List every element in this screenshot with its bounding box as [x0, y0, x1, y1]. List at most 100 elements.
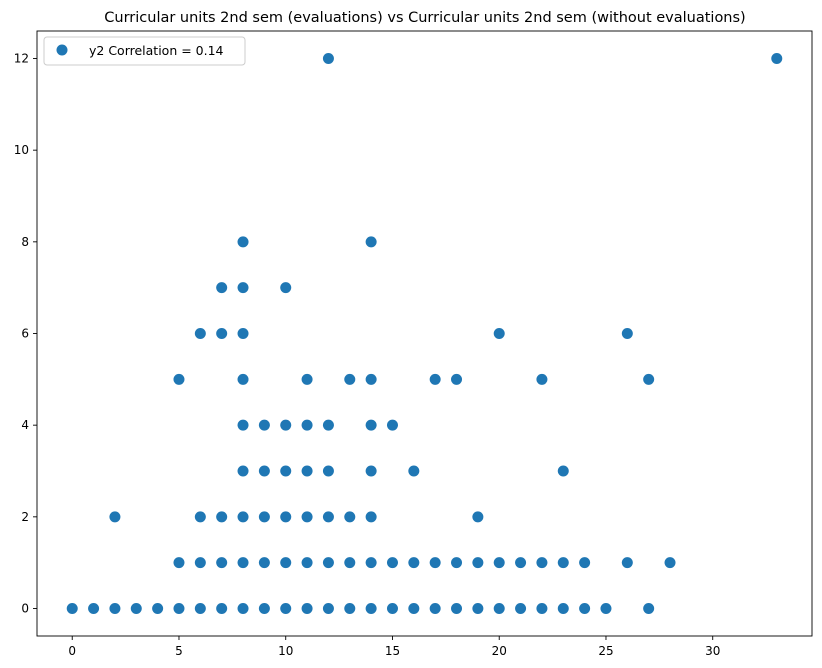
- scatter-point: [365, 236, 377, 248]
- legend-box: [43, 36, 246, 66]
- scatter-point: [472, 511, 484, 523]
- scatter-point: [579, 557, 591, 569]
- scatter-point: [515, 557, 527, 569]
- scatter-point: [408, 557, 420, 569]
- scatter-point: [301, 603, 313, 614]
- scatter-point: [557, 603, 569, 614]
- scatter-point: [429, 373, 441, 385]
- scatter-point: [173, 603, 185, 614]
- scatter-point: [301, 465, 313, 477]
- scatter-point: [130, 603, 142, 614]
- scatter-point: [216, 282, 228, 294]
- scatter-point: [237, 557, 249, 569]
- y-tick-label: 8: [21, 235, 29, 249]
- scatter-point: [493, 328, 505, 339]
- scatter-point: [173, 557, 185, 569]
- scatter-point: [237, 603, 249, 614]
- scatter-point: [216, 603, 228, 614]
- x-tick-label: 0: [68, 644, 76, 658]
- x-tick-label: 25: [598, 644, 613, 658]
- scatter-point: [237, 282, 249, 294]
- scatter-point: [216, 557, 228, 569]
- scatter-point: [280, 419, 292, 431]
- scatter-point: [344, 511, 356, 523]
- scatter-point: [194, 603, 206, 614]
- scatter-point: [536, 557, 548, 569]
- scatter-point: [429, 603, 441, 614]
- scatter-point: [152, 603, 164, 614]
- scatter-point: [365, 511, 377, 523]
- scatter-point: [173, 373, 185, 385]
- x-tick-label: 5: [175, 644, 183, 658]
- scatter-point: [322, 603, 334, 614]
- scatter-point: [451, 603, 463, 614]
- scatter-point: [258, 419, 270, 431]
- scatter-point: [216, 511, 228, 523]
- scatter-point: [301, 557, 313, 569]
- scatter-point: [301, 419, 313, 431]
- legend: y2 Correlation = 0.14: [43, 36, 246, 66]
- chart-title: Curricular units 2nd sem (evaluations) v…: [104, 10, 745, 26]
- scatter-point: [237, 236, 249, 248]
- y-tick-label: 12: [14, 52, 29, 66]
- scatter-point: [386, 557, 398, 569]
- scatter-point: [600, 603, 612, 614]
- legend-marker: [56, 44, 68, 56]
- scatter-point: [386, 419, 398, 431]
- scatter-point: [536, 373, 548, 385]
- scatter-point: [429, 557, 441, 569]
- scatter-point: [493, 557, 505, 569]
- scatter-point: [322, 511, 334, 523]
- scatter-point: [344, 557, 356, 569]
- scatter-point: [109, 603, 121, 614]
- scatter-point: [280, 282, 292, 294]
- scatter-point: [579, 603, 591, 614]
- scatter-point: [237, 419, 249, 431]
- scatter-point: [451, 557, 463, 569]
- scatter-point: [109, 511, 121, 523]
- scatter-point: [88, 603, 100, 614]
- scatter-point: [365, 419, 377, 431]
- scatter-point: [280, 603, 292, 614]
- scatter-point: [322, 53, 334, 64]
- scatter-point: [771, 53, 783, 64]
- scatter-point: [301, 511, 313, 523]
- x-tick-label: 10: [278, 644, 293, 658]
- scatter-point: [365, 373, 377, 385]
- y-axis-ticks: 0 2 4 6 8 10 12: [14, 52, 37, 616]
- scatter-point: [194, 328, 206, 339]
- scatter-point: [386, 603, 398, 614]
- scatter-point: [322, 465, 334, 477]
- scatter-point: [237, 465, 249, 477]
- scatter-point: [451, 373, 463, 385]
- scatter-point: [258, 465, 270, 477]
- scatter-point: [365, 603, 377, 614]
- scatter-point: [365, 557, 377, 569]
- scatter-point: [621, 328, 633, 339]
- scatter-point: [493, 603, 505, 614]
- y-tick-label: 0: [21, 602, 29, 616]
- scatter-point: [643, 373, 655, 385]
- scatter-point: [194, 557, 206, 569]
- scatter-point: [66, 603, 78, 614]
- scatter-point: [408, 603, 420, 614]
- scatter-point: [301, 373, 313, 385]
- scatter-point: [408, 465, 420, 477]
- y-tick-label: 6: [21, 327, 29, 341]
- scatter-point: [557, 465, 569, 477]
- x-axis-ticks: 0 5 10 15 20 25 30: [68, 636, 720, 658]
- scatter-point: [237, 511, 249, 523]
- scatter-point: [258, 603, 270, 614]
- scatter-point: [280, 465, 292, 477]
- scatter-point: [621, 557, 633, 569]
- scatter-point: [664, 557, 676, 569]
- scatter-point: [258, 511, 270, 523]
- legend-label: y2 Correlation = 0.14: [89, 43, 224, 58]
- scatter-point: [237, 373, 249, 385]
- scatter-points: [66, 53, 783, 614]
- scatter-point: [280, 557, 292, 569]
- scatter-point: [280, 511, 292, 523]
- scatter-point: [344, 373, 356, 385]
- scatter-point: [344, 603, 356, 614]
